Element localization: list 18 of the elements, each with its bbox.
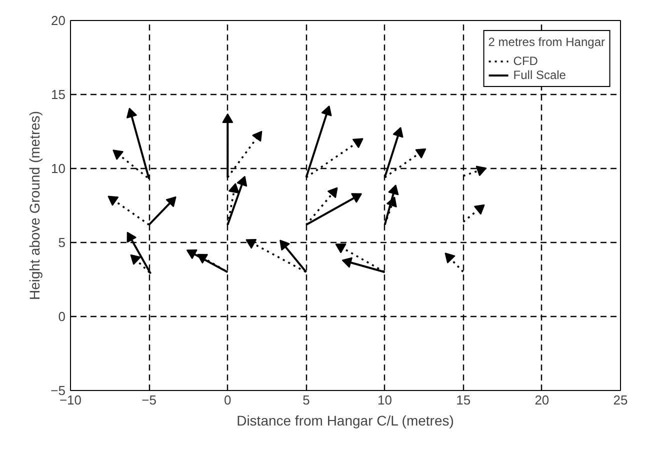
y-tick-label: 10 (51, 161, 66, 176)
x-tick-label: −5 (142, 392, 156, 408)
legend-title: 2 metres from Hangar (488, 35, 605, 49)
x-tick-label: 0 (224, 392, 232, 408)
x-tick-label: 25 (613, 392, 628, 408)
legend-label: CFD (513, 54, 538, 68)
y-tick-label: 0 (58, 309, 66, 324)
y-tick-label: −5 (50, 383, 66, 398)
x-tick-label: 15 (456, 392, 471, 408)
y-tick-label: 20 (51, 13, 66, 28)
x-tick-label: 20 (534, 392, 550, 408)
x-tick-label: 5 (302, 392, 310, 408)
y-tick-label: 5 (58, 235, 66, 250)
x-axis-title: Distance from Hangar C/L (metres) (236, 412, 454, 428)
y-axis-title: Height above Ground (metres) (26, 110, 43, 300)
legend-label: Full Scale (513, 68, 566, 82)
x-tick-label: 10 (378, 392, 392, 408)
y-tick-label: 15 (51, 87, 66, 102)
